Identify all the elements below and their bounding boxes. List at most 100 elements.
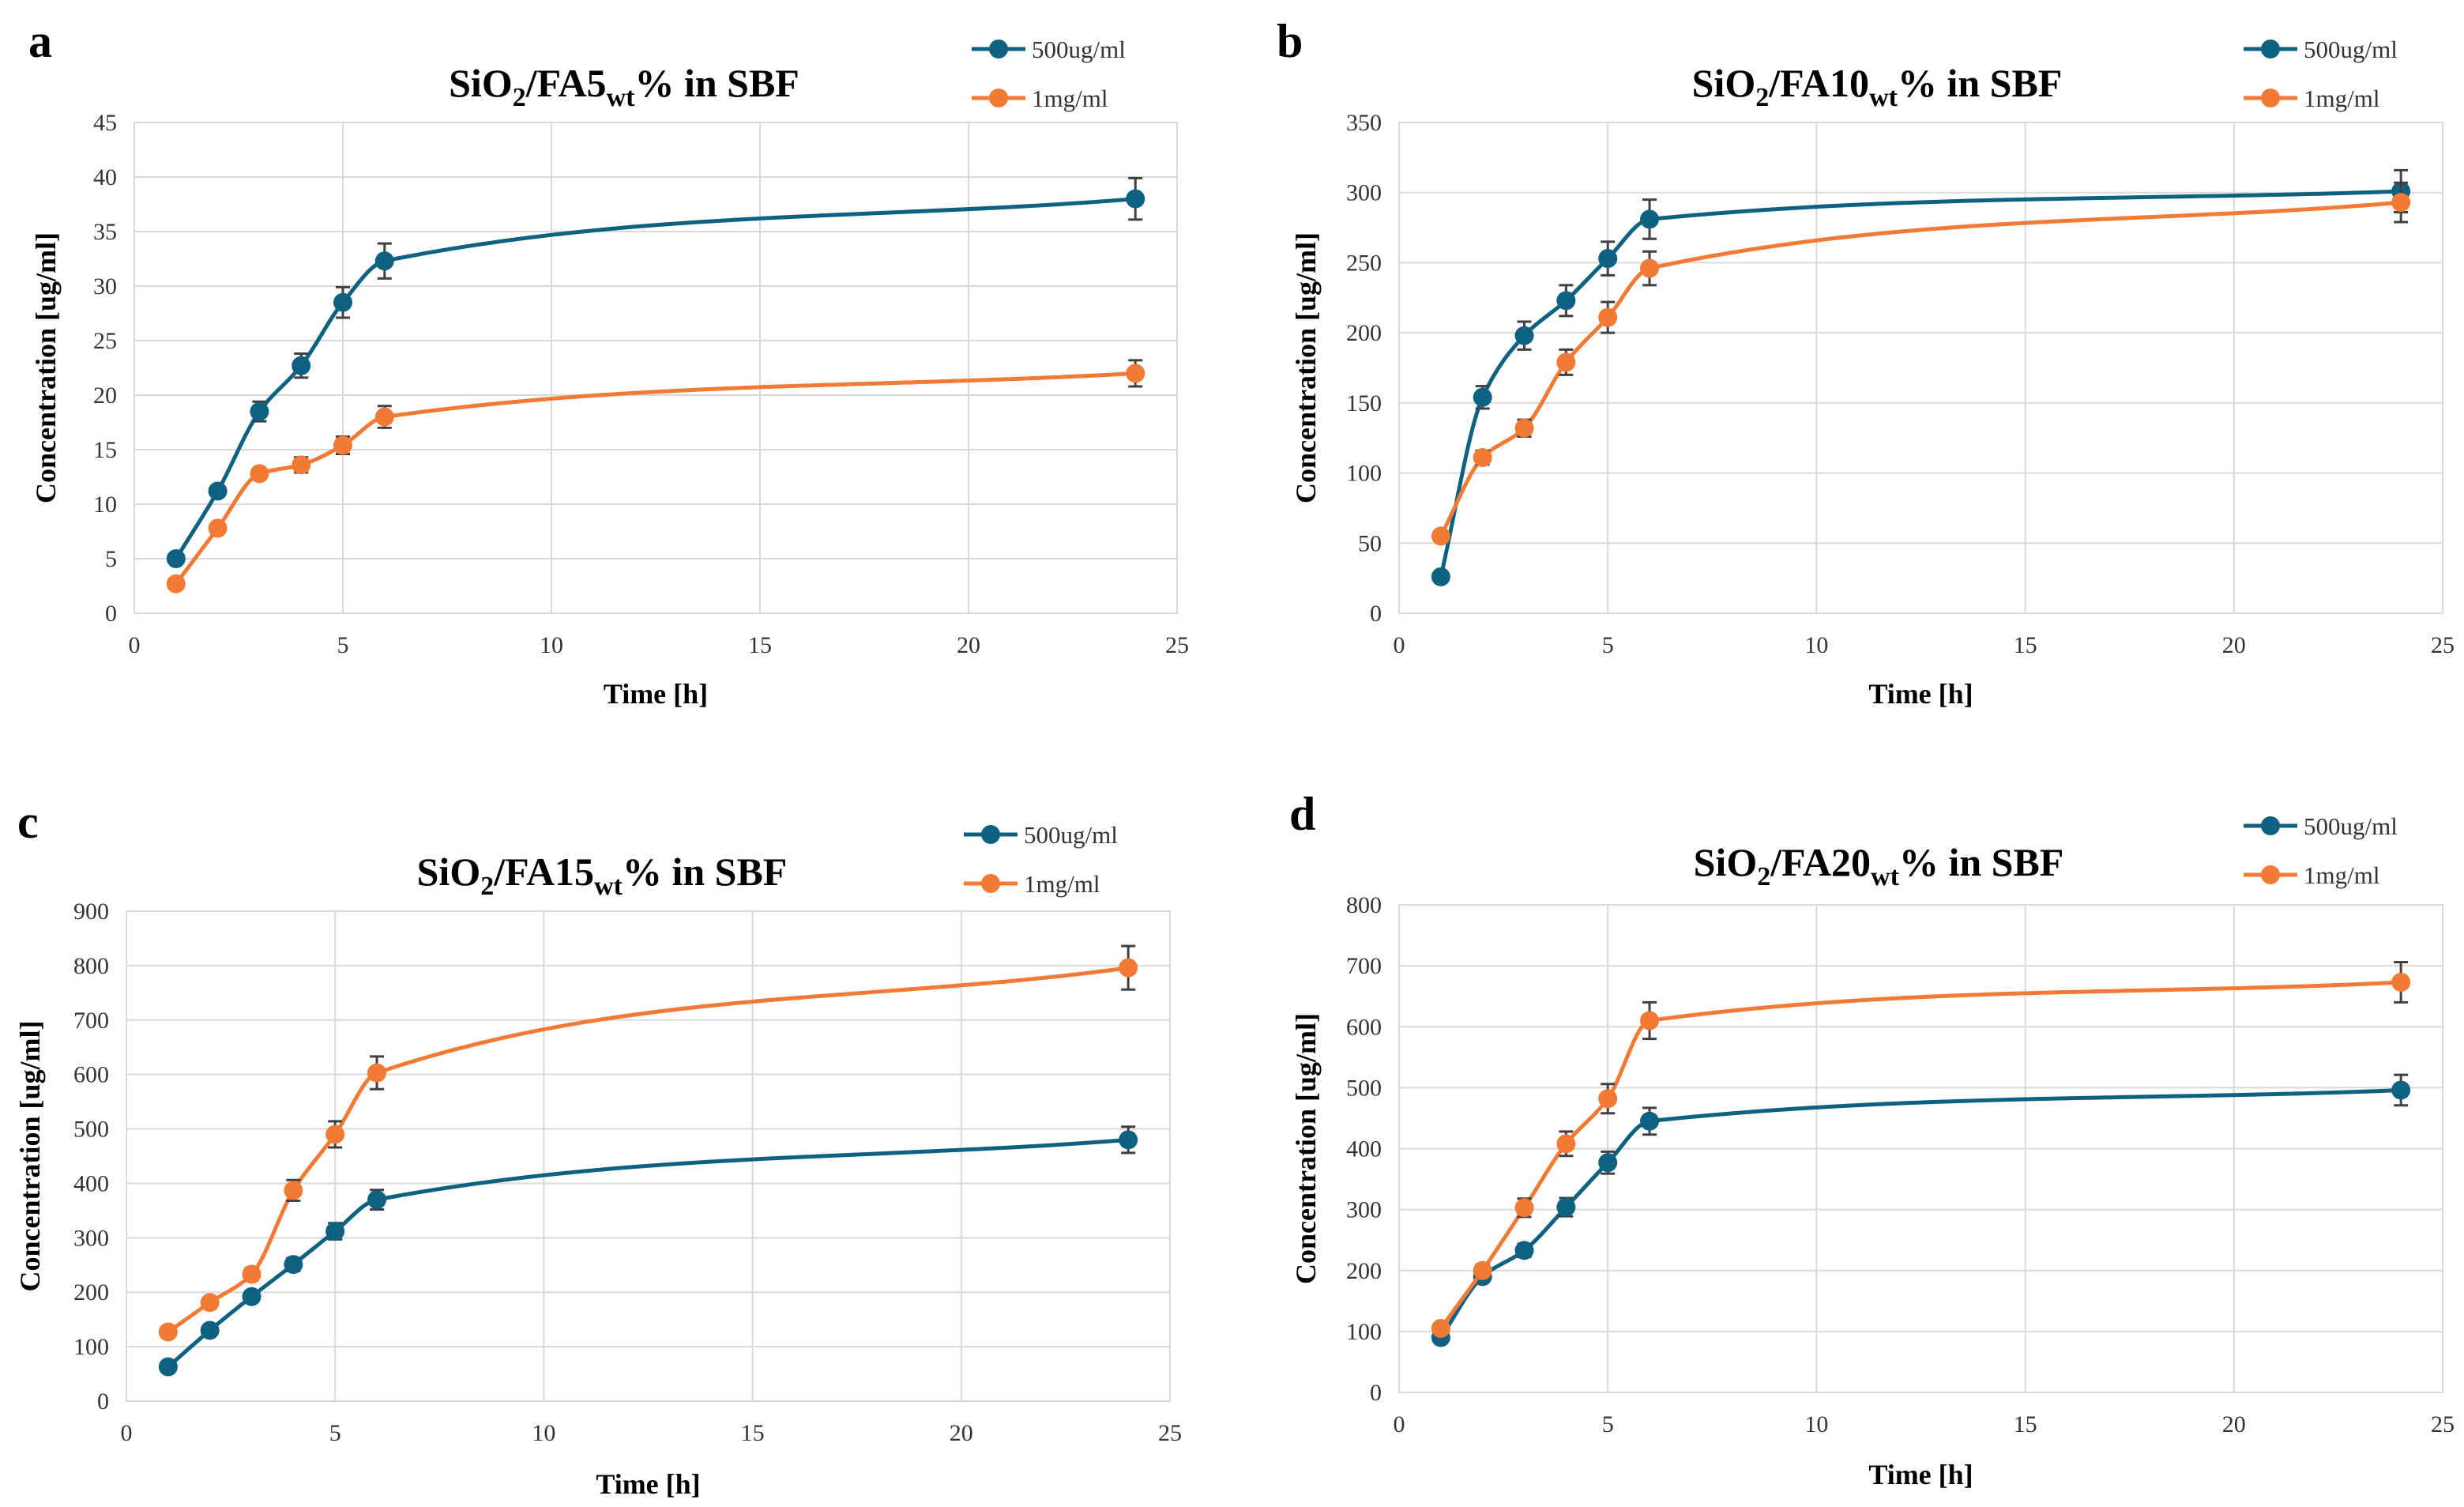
- series-1: [1431, 1073, 2411, 1347]
- data-point: [1514, 326, 1534, 345]
- x-tick-label: 10: [540, 632, 563, 658]
- y-tick-label: 400: [73, 1170, 109, 1196]
- y-tick-label: 15: [93, 437, 117, 463]
- x-tick-label: 15: [741, 1420, 765, 1446]
- series-2: [1431, 960, 2411, 1339]
- data-point: [1126, 189, 1145, 209]
- data-point: [1598, 1153, 1618, 1173]
- data-point: [292, 356, 311, 375]
- y-tick-label: 700: [1346, 953, 1382, 979]
- x-tick-label: 5: [1602, 1411, 1614, 1437]
- legend-entry: 500ug/ml: [972, 36, 1126, 63]
- series-line: [167, 1137, 1129, 1369]
- y-tick-label: 25: [93, 328, 117, 354]
- data-point: [166, 549, 186, 568]
- y-tick-label: 500: [73, 1117, 109, 1143]
- data-point: [166, 574, 186, 593]
- data-point: [333, 435, 352, 455]
- y-tick-label: 500: [1346, 1075, 1382, 1101]
- data-point: [158, 1322, 178, 1342]
- legend-entry: 1mg/ml: [964, 870, 1100, 898]
- x-tick-label: 15: [748, 632, 772, 658]
- series-line: [1439, 1087, 2402, 1339]
- y-tick-label: 30: [93, 273, 117, 300]
- y-tick-label: 40: [93, 164, 117, 190]
- series-1: [158, 1125, 1138, 1377]
- series-line: [174, 371, 1136, 586]
- data-point: [1556, 1134, 1576, 1154]
- x-tick-label: 20: [2222, 632, 2246, 658]
- series-line: [1439, 980, 2402, 1330]
- data-point: [158, 1357, 178, 1377]
- data-point: [1556, 1197, 1576, 1217]
- plot-area: [1398, 904, 2443, 1393]
- data-point: [250, 464, 269, 484]
- data-point: [1473, 387, 1492, 407]
- data-point: [292, 455, 311, 475]
- panel-letter: a: [28, 15, 52, 67]
- y-tick-label: 150: [1346, 390, 1382, 416]
- data-point: [1431, 567, 1450, 586]
- data-point: [1431, 1319, 1450, 1339]
- y-axis-label: Concentration [ug/ml]: [30, 232, 62, 503]
- data-point: [2391, 193, 2411, 213]
- x-tick-label: 5: [337, 632, 349, 658]
- plot-area: [126, 910, 1171, 1402]
- x-tick-label: 25: [2431, 1411, 2455, 1437]
- legend-label: 500ug/ml: [2304, 812, 2398, 840]
- y-tick-label: 250: [1346, 250, 1382, 276]
- data-point: [325, 1222, 345, 1241]
- data-point: [250, 401, 269, 421]
- x-tick-label: 5: [1602, 632, 1614, 658]
- series-line: [174, 197, 1136, 560]
- data-point: [1431, 526, 1450, 546]
- y-tick-label: 100: [1346, 461, 1382, 487]
- data-point: [1473, 1260, 1492, 1280]
- y-tick-label: 45: [93, 110, 117, 136]
- x-tick-label: 20: [957, 632, 980, 658]
- chart-title: SiO2/FA5wt% in SBF: [449, 61, 799, 112]
- legend-entry: 500ug/ml: [2244, 812, 2398, 840]
- legend-entry: 1mg/ml: [972, 85, 1108, 112]
- legend-marker: [981, 874, 1000, 893]
- y-tick-label: 200: [1346, 320, 1382, 346]
- data-point: [1514, 1241, 1534, 1260]
- data-point: [1514, 1198, 1534, 1218]
- data-point: [1556, 291, 1576, 311]
- x-axis-label: Time [h]: [1868, 1459, 1973, 1490]
- data-point: [374, 407, 394, 427]
- x-tick-label: 20: [950, 1420, 973, 1446]
- series-1: [166, 176, 1145, 568]
- data-point: [1598, 307, 1618, 327]
- y-tick-label: 0: [1370, 601, 1382, 627]
- x-axis-label: Time [h]: [1868, 678, 1973, 710]
- y-tick-label: 600: [73, 1062, 109, 1088]
- data-point: [208, 518, 228, 538]
- y-tick-label: 200: [73, 1279, 109, 1305]
- data-point: [325, 1125, 345, 1144]
- legend-marker: [989, 40, 1008, 58]
- y-tick-label: 300: [73, 1225, 109, 1251]
- data-point: [2391, 1080, 2411, 1100]
- y-tick-label: 5: [105, 546, 117, 572]
- series-2: [1431, 181, 2411, 546]
- x-tick-label: 10: [1804, 1411, 1828, 1437]
- data-point: [1514, 418, 1534, 438]
- legend-entry: 500ug/ml: [964, 821, 1118, 849]
- x-tick-label: 5: [329, 1420, 341, 1446]
- legend-label: 1mg/ml: [2304, 85, 2379, 112]
- legend-label: 1mg/ml: [1032, 85, 1108, 112]
- data-point: [1640, 1111, 1660, 1131]
- data-point: [1473, 448, 1492, 468]
- x-tick-label: 20: [2222, 1411, 2246, 1437]
- series-2: [158, 944, 1138, 1342]
- data-point: [1640, 258, 1660, 278]
- data-point: [1640, 1011, 1660, 1030]
- chart-panel-d: 0 100 200 300 400 500 600 700 800 0 5 10 15 20 25 Time …: [1289, 788, 2455, 1490]
- legend-label: 500ug/ml: [2304, 36, 2398, 63]
- x-tick-label: 25: [1158, 1420, 1182, 1446]
- legend-marker: [981, 825, 1000, 844]
- chart-panel-c: 0 100 200 300 400 500 600 700 800 900 0 5 10 15 20 25 Ti…: [14, 796, 1182, 1500]
- chart-title: SiO2/FA20wt% in SBF: [1694, 840, 2064, 891]
